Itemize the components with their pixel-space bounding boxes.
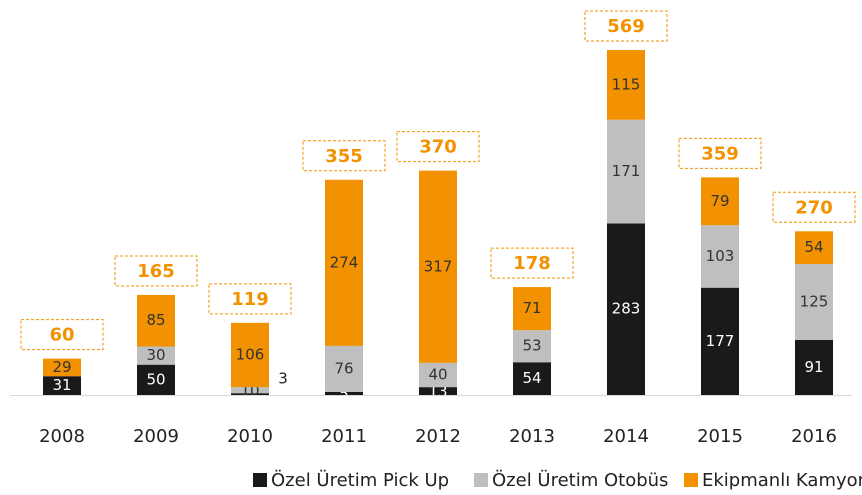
total-label: 370 bbox=[419, 137, 457, 158]
legend-label: Ekipmanlı Kamyon bbox=[702, 470, 862, 491]
segment-label: 50 bbox=[146, 370, 165, 388]
x-tick-label: 2008 bbox=[39, 426, 85, 447]
segment-label: 91 bbox=[804, 358, 823, 376]
legend-label: Özel Üretim Pick Up bbox=[271, 469, 449, 491]
bar-segment bbox=[137, 364, 175, 395]
total-box bbox=[208, 283, 292, 315]
total-label: 359 bbox=[701, 143, 739, 164]
segment-label: 71 bbox=[522, 299, 541, 317]
bar-segment bbox=[701, 177, 739, 226]
total-label: 355 bbox=[325, 146, 363, 167]
total-box bbox=[302, 140, 386, 172]
segment-label: 274 bbox=[330, 253, 359, 271]
bar-segment bbox=[137, 346, 175, 365]
segment-label: 53 bbox=[522, 337, 541, 355]
x-tick-label: 2010 bbox=[227, 426, 273, 447]
total-label: 178 bbox=[513, 253, 551, 274]
segment-label: 54 bbox=[804, 238, 823, 256]
bar-segment bbox=[231, 387, 269, 394]
segment-label: 283 bbox=[612, 300, 641, 318]
total-box bbox=[396, 131, 480, 163]
segment-label: 31 bbox=[52, 376, 71, 394]
bar-segment bbox=[43, 376, 81, 395]
bar-segment bbox=[701, 287, 739, 395]
legend-label: Özel Üretim Otobüs bbox=[492, 469, 668, 491]
bar-segment bbox=[231, 322, 269, 388]
bar-segment bbox=[231, 393, 269, 395]
total-label: 119 bbox=[231, 289, 269, 310]
bar-segment bbox=[513, 330, 551, 363]
segment-label: 29 bbox=[52, 358, 71, 376]
bar-segment bbox=[513, 362, 551, 395]
total-box bbox=[772, 191, 856, 223]
x-tick-label: 2011 bbox=[321, 426, 367, 447]
bar-segment bbox=[325, 179, 363, 346]
segment-label: 3 bbox=[278, 370, 288, 388]
segment-label: 317 bbox=[424, 257, 453, 275]
total-box bbox=[490, 247, 574, 279]
bar-segment bbox=[795, 231, 833, 265]
segment-label: 171 bbox=[612, 162, 641, 180]
segment-label: 79 bbox=[710, 192, 729, 210]
x-tick-label: 2014 bbox=[603, 426, 649, 447]
segment-label: 40 bbox=[428, 365, 447, 383]
segment-label: 106 bbox=[236, 345, 265, 363]
bar-segment bbox=[419, 362, 457, 388]
bar-segment bbox=[419, 170, 457, 363]
segment-label: 177 bbox=[706, 332, 735, 350]
x-tick-label: 2016 bbox=[791, 426, 837, 447]
total-box bbox=[20, 319, 104, 351]
legend-swatch bbox=[684, 473, 698, 487]
bar-segment bbox=[419, 387, 457, 395]
bar-segment bbox=[513, 287, 551, 331]
total-box bbox=[584, 10, 668, 42]
x-tick-label: 2009 bbox=[133, 426, 179, 447]
total-box bbox=[114, 255, 198, 287]
segment-label: 125 bbox=[800, 292, 829, 310]
bar-segment bbox=[43, 358, 81, 377]
legend-swatch bbox=[253, 473, 267, 487]
total-box bbox=[678, 137, 762, 169]
legend-swatch bbox=[474, 473, 488, 487]
bar-segment bbox=[325, 345, 363, 392]
segment-label: 5 bbox=[339, 385, 349, 403]
bar-segment bbox=[607, 223, 645, 395]
x-tick-label: 2012 bbox=[415, 426, 461, 447]
total-label: 60 bbox=[49, 325, 74, 346]
x-tick-label: 2013 bbox=[509, 426, 555, 447]
bar-segment bbox=[795, 264, 833, 340]
total-label: 270 bbox=[795, 197, 833, 218]
bar-segment bbox=[701, 225, 739, 288]
bar-segment bbox=[325, 391, 363, 395]
segment-label: 115 bbox=[612, 75, 641, 93]
segment-label: 103 bbox=[706, 247, 735, 265]
bar-segment bbox=[607, 50, 645, 120]
segment-label: 85 bbox=[146, 311, 165, 329]
segment-label: 30 bbox=[146, 346, 165, 364]
segment-label: 76 bbox=[334, 359, 353, 377]
total-label: 165 bbox=[137, 261, 175, 282]
bar-segment bbox=[795, 339, 833, 395]
bar-segment bbox=[137, 294, 175, 347]
x-tick-label: 2015 bbox=[697, 426, 743, 447]
bar-segment bbox=[607, 119, 645, 224]
total-label: 569 bbox=[607, 16, 645, 37]
segment-label: 54 bbox=[522, 369, 541, 387]
